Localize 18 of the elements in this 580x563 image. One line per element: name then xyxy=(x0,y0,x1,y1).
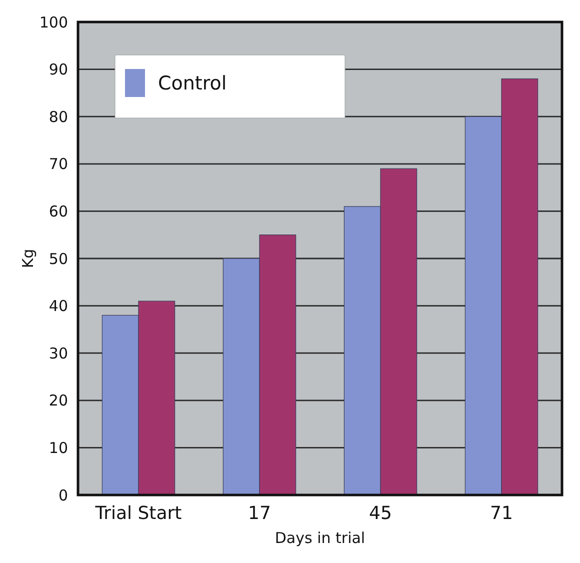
legend-label: Control xyxy=(158,72,227,95)
y-tick-label: 10 xyxy=(48,438,68,457)
y-tick-label: 80 xyxy=(48,108,68,126)
y-tick-label: 20 xyxy=(48,392,68,410)
y-tick-label: 30 xyxy=(48,344,68,362)
x-tick-label: Trial Start xyxy=(94,503,182,524)
y-axis-title: Kg xyxy=(19,248,37,268)
x-axis-title: Days in trial xyxy=(274,529,366,547)
x-tick-label: 45 xyxy=(369,503,392,524)
x-tick-label: 17 xyxy=(248,503,271,524)
y-tick-label: 60 xyxy=(48,202,68,220)
x-tick-label: 71 xyxy=(490,503,513,524)
y-tick-label: 50 xyxy=(48,250,68,268)
y-tick-label: 0 xyxy=(58,486,68,504)
y-tick-label: 100 xyxy=(39,13,68,32)
y-tick-label: 40 xyxy=(48,297,68,316)
y-tick-label: 90 xyxy=(48,60,68,79)
y-tick-label: 70 xyxy=(48,155,68,174)
